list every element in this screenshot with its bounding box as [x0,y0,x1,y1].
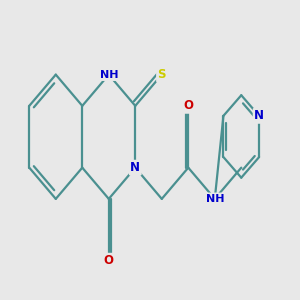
Text: O: O [183,99,193,112]
Text: S: S [158,68,166,81]
Text: N: N [254,109,264,122]
Text: O: O [104,254,114,267]
Text: NH: NH [206,194,224,204]
Text: NH: NH [100,70,118,80]
Text: N: N [130,161,140,174]
